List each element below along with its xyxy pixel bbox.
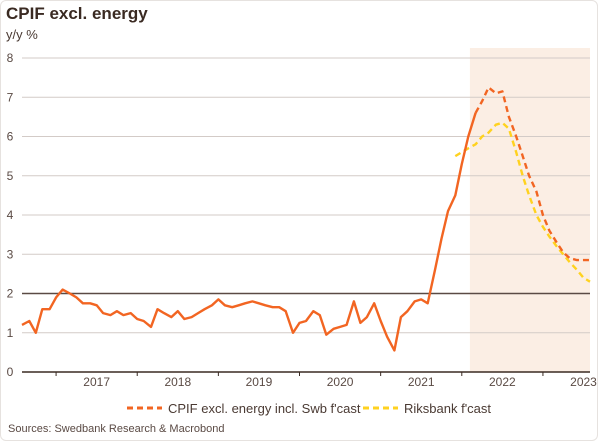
x-tick-label: 2022 <box>489 375 516 389</box>
x-tick-label: 2019 <box>246 375 273 389</box>
y-tick-label: 1 <box>7 326 14 340</box>
y-tick-label: 3 <box>7 247 14 261</box>
x-tick-label: 2017 <box>83 375 110 389</box>
legend-swb-label: CPIF excl. energy incl. Swb f'cast <box>168 401 361 416</box>
y-tick-label: 4 <box>7 208 14 222</box>
x-tick-label: 2018 <box>164 375 191 389</box>
cpif-forecast-line <box>474 86 590 262</box>
x-tick-label: 2023 <box>570 375 597 389</box>
y-tick-label: 2 <box>7 287 14 301</box>
x-tick-label: 2020 <box>327 375 354 389</box>
chart-title: CPIF excl. energy <box>6 4 148 23</box>
forecast-shading <box>469 48 590 372</box>
legend-riksbank-label: Riksbank f'cast <box>404 401 491 416</box>
y-tick-label: 0 <box>7 365 14 379</box>
riksbank-forecast-line <box>454 121 591 283</box>
source-note: Sources: Swedbank Research & Macrobond <box>8 423 225 435</box>
x-tick-label: 2021 <box>408 375 435 389</box>
y-tick-label: 6 <box>7 130 14 144</box>
cpif-actual-line <box>21 112 477 352</box>
y-tick-label: 7 <box>7 90 14 104</box>
y-axis-unit-label: y/y % <box>6 27 38 42</box>
y-tick-label: 5 <box>7 169 14 183</box>
y-tick-label: 8 <box>7 51 14 65</box>
